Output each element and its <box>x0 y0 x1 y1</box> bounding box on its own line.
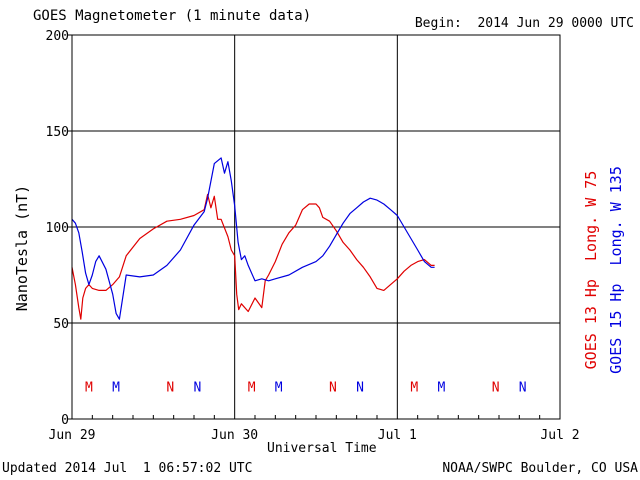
marker-n: N <box>356 380 364 395</box>
marker-n: N <box>193 380 201 395</box>
y-tick-label: 0 <box>61 413 69 428</box>
updated-timestamp: Updated 2014 Jul 1 06:57:02 UTC <box>2 461 253 476</box>
x-tick-label: Jun 30 <box>211 428 258 443</box>
grid-lines <box>72 35 560 419</box>
marker-m: M <box>275 380 283 395</box>
marker-n: N <box>492 380 500 395</box>
plot-frame <box>71 34 561 420</box>
x-axis-ticks: Jun 29 Jun 30 Jul 1 Jul 2 <box>49 415 580 443</box>
marker-m: M <box>85 380 93 395</box>
legend-goes15: GOES 15 Hp Long. W 135 <box>607 166 625 374</box>
marker-m: M <box>410 380 418 395</box>
marker-n: N <box>166 380 174 395</box>
x-tick-label: Jul 2 <box>540 428 579 443</box>
series-goes13-line <box>71 193 435 320</box>
x-tick-label: Jul 1 <box>378 428 417 443</box>
y-tick-label: 150 <box>46 125 69 140</box>
marker-m: M <box>248 380 256 395</box>
y-tick-label: 100 <box>46 221 69 236</box>
marker-n: N <box>519 380 527 395</box>
marker-m: M <box>112 380 120 395</box>
legend-goes13: GOES 13 Hp Long. W 75 <box>582 170 600 370</box>
begin-time-label: Begin: 2014 Jun 29 0000 UTC <box>414 16 634 31</box>
y-axis-ticks: 0 50 100 150 200 <box>46 29 72 428</box>
chart-title: GOES Magnetometer (1 minute data) <box>33 8 312 24</box>
y-axis-label: NanoTesla (nT) <box>13 184 31 312</box>
data-series <box>71 157 435 320</box>
marker-n: N <box>329 380 337 395</box>
x-axis-label: Universal Time <box>267 441 377 456</box>
credit-label: NOAA/SWPC Boulder, CO USA <box>442 461 638 476</box>
y-tick-label: 50 <box>53 317 69 332</box>
y-tick-label: 200 <box>46 29 69 44</box>
x-tick-label: Jun 29 <box>49 428 96 443</box>
series-goes15-line <box>71 157 435 320</box>
marker-m: M <box>437 380 445 395</box>
